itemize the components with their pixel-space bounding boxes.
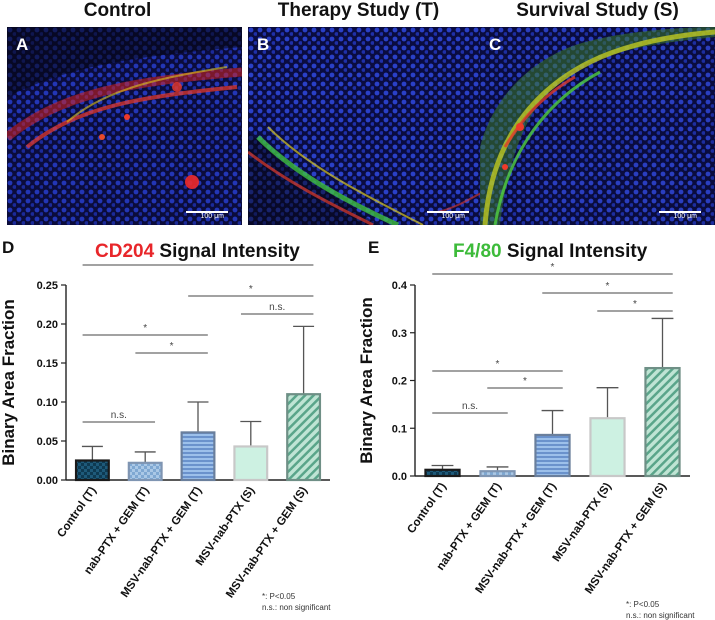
bar: [479, 470, 516, 478]
significance-label: *: [606, 281, 610, 292]
scale-bar: [427, 211, 469, 213]
category-label: Control (T): [405, 481, 449, 536]
footnote-sig: *: P<0.05: [626, 600, 660, 609]
panel-letter-a: A: [16, 35, 29, 54]
scale-label: 100 μm: [673, 213, 698, 220]
bar: [534, 433, 571, 478]
significance-label: n.s.: [462, 401, 478, 412]
footnote-sig: *: P<0.05: [262, 592, 296, 601]
y-tick-label: 0.05: [37, 436, 58, 448]
y-tick-label: 0.15: [37, 358, 58, 370]
bar: [589, 417, 626, 478]
category-label: Control (T): [55, 485, 99, 540]
bar: [644, 366, 681, 478]
panel-letter-d: D: [2, 238, 15, 257]
y-tick-label: 0.0: [392, 471, 407, 483]
significance-label: n.s.: [269, 302, 285, 313]
scale-label: 100 μm: [200, 213, 225, 220]
y-axis-label: Binary Area Fraction: [0, 299, 18, 466]
bar: [233, 445, 269, 482]
micrograph-b: B 100 μm: [248, 27, 483, 225]
micrograph-title-a: Control: [83, 0, 152, 21]
micrograph-title-c: Survival Study (S): [516, 0, 679, 21]
footnote-ns: n.s.: non significant: [626, 611, 695, 620]
category-label: MSV-nab-PTX (S): [194, 485, 257, 568]
chart-panel-e: E F4/80 Signal Intensity Binary Area Fra…: [357, 232, 715, 620]
significance-label: n.s.: [111, 410, 127, 421]
chart-title-e: F4/80 Signal Intensity: [453, 241, 647, 263]
y-tick-label: 0.20: [37, 319, 58, 331]
panel-letter-e: E: [368, 238, 380, 257]
chart-title-rest-d: Signal Intensity: [154, 241, 300, 262]
y-tick-label: 0.1: [392, 423, 407, 435]
panel-letter-c: C: [489, 35, 502, 54]
micrograph-c: C 100 μm: [480, 27, 715, 225]
y-tick-label: 0.10: [37, 397, 58, 409]
scale-bar: [186, 211, 228, 213]
y-tick-label: 0.4: [392, 280, 408, 292]
significance-label: *: [496, 359, 500, 370]
category-label: MSV-nab-PTX (S): [551, 481, 614, 564]
chart-panel-d: D CD204 Signal Intensity Binary Area Fra…: [0, 232, 357, 620]
y-tick-label: 0.00: [37, 475, 58, 487]
micrograph-a: A 100 μm: [7, 27, 242, 225]
y-tick-label: 0.3: [392, 328, 407, 340]
bar: [286, 393, 322, 482]
chart-title-marker-d: CD204: [95, 241, 155, 262]
chart-svg-e: Binary Area Fraction 0.0 0.1 0.2 0.3 0.4 Contr…: [357, 262, 690, 596]
bar: [180, 431, 216, 482]
bar: [127, 461, 163, 482]
panel-letter-b: B: [257, 35, 270, 54]
scale-bar: [659, 211, 701, 213]
chart-title-marker-e: F4/80: [453, 241, 502, 262]
significance-label: *: [551, 262, 555, 273]
significance-label: *: [143, 323, 147, 334]
micrograph-a-image: [7, 27, 242, 225]
chart-title-rest-e: Signal Intensity: [501, 241, 648, 262]
micrograph-c-image: [480, 27, 715, 225]
significance-label: *: [196, 253, 200, 264]
chart-svg-d: Binary Area Fraction 0.00 0.05 0.10 0.15 0.20…: [0, 253, 330, 600]
micrograph-b-image: [248, 27, 483, 225]
scale-label: 100 μm: [441, 213, 466, 220]
significance-label: *: [523, 376, 527, 387]
y-axis-label: Binary Area Fraction: [357, 297, 376, 464]
y-tick-label: 0.25: [37, 280, 58, 292]
significance-label: *: [170, 341, 174, 352]
significance-label: *: [633, 299, 637, 310]
bar: [424, 468, 461, 478]
micrograph-title-b: Therapy Study (T): [277, 0, 440, 21]
y-tick-label: 0.2: [392, 376, 407, 388]
chart-title-d: CD204 Signal Intensity: [95, 241, 300, 263]
bar: [74, 459, 110, 482]
significance-label: *: [249, 284, 253, 295]
footnote-ns: n.s.: non significant: [262, 603, 331, 612]
